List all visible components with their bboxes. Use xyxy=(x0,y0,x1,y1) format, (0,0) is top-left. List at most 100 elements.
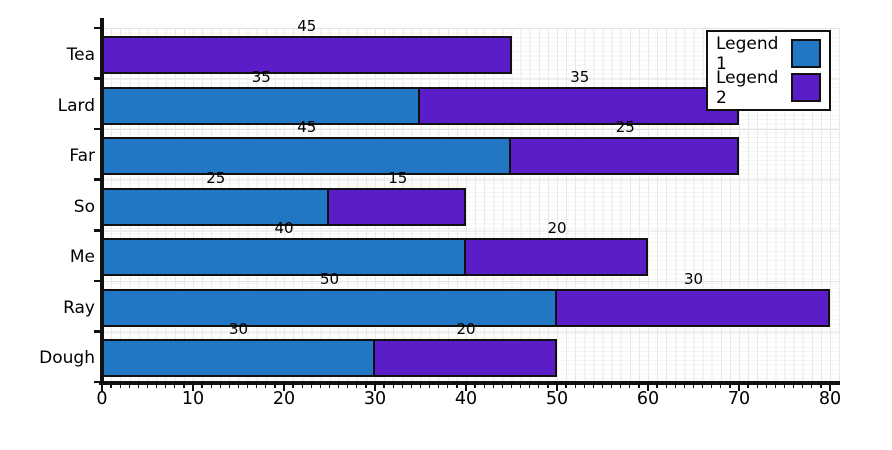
x-axis-minor-tick xyxy=(474,381,476,388)
x-axis-minor-tick xyxy=(146,381,149,388)
x-axis-minor-tick xyxy=(265,381,267,388)
y-axis-category-label-tea: Tea xyxy=(66,45,95,65)
bar-value-label: 40 xyxy=(274,219,294,238)
bar-segment-dough-series-1 xyxy=(102,339,375,378)
legend-item-1: Legend 1 xyxy=(716,34,821,74)
x-axis-minor-tick xyxy=(301,381,303,388)
x-axis-minor-tick xyxy=(656,381,658,388)
x-axis-tick-label: 60 xyxy=(636,389,660,409)
x-axis-tick xyxy=(555,381,559,391)
x-axis-tick xyxy=(191,381,195,391)
x-axis-minor-tick xyxy=(620,381,622,388)
x-axis-tick xyxy=(737,381,741,391)
x-axis-minor-tick xyxy=(237,381,240,388)
x-axis-minor-tick xyxy=(638,381,640,388)
x-axis-minor-tick xyxy=(729,381,731,388)
y-axis-category-label-far: Far xyxy=(69,146,95,167)
bar-segment-tea-series-2 xyxy=(102,36,512,74)
legend-swatch-series-2 xyxy=(791,73,821,102)
y-axis-category-label-ray: Ray xyxy=(63,297,95,318)
x-axis-minor-tick xyxy=(711,381,713,388)
x-axis-minor-tick xyxy=(519,381,522,388)
x-axis-minor-tick xyxy=(565,381,567,388)
x-axis-minor-tick xyxy=(356,381,358,388)
x-axis-minor-tick xyxy=(583,381,585,388)
x-axis-tick xyxy=(464,381,468,391)
x-axis-minor-tick xyxy=(547,381,549,388)
x-axis-minor-tick xyxy=(119,381,121,388)
x-axis-minor-tick xyxy=(292,381,294,388)
x-axis-minor-tick xyxy=(720,381,722,388)
x-axis-tick-label: 20 xyxy=(272,389,296,409)
x-axis-minor-tick xyxy=(246,381,249,388)
bar-value-label: 35 xyxy=(570,67,590,86)
bar-segment-ray-series-2 xyxy=(554,288,830,327)
y-axis-category-label-lard: Lard xyxy=(57,95,95,116)
x-axis-minor-tick xyxy=(492,381,494,388)
x-axis-minor-tick xyxy=(538,381,540,388)
x-axis-minor-tick xyxy=(328,381,331,388)
x-axis-minor-tick xyxy=(811,381,813,388)
x-axis-tick xyxy=(646,381,650,391)
y-axis-tick xyxy=(94,77,101,80)
x-axis-minor-tick xyxy=(410,381,413,388)
x-axis-minor-tick xyxy=(601,381,604,388)
bar-value-label: 25 xyxy=(615,118,635,137)
x-axis-minor-tick xyxy=(447,381,449,388)
x-axis-minor-tick xyxy=(419,381,422,388)
bar-value-label: 30 xyxy=(683,269,704,288)
bar-value-label: 45 xyxy=(297,118,317,137)
y-axis-tick xyxy=(94,229,101,232)
x-axis-minor-tick xyxy=(274,381,276,388)
x-axis-minor-tick xyxy=(820,381,822,388)
x-axis-minor-tick xyxy=(428,381,431,388)
x-axis-minor-tick xyxy=(337,381,340,388)
x-axis-minor-tick xyxy=(128,381,130,388)
x-axis-minor-tick xyxy=(365,381,367,388)
bar-value-label: 15 xyxy=(388,168,408,187)
bar-value-label: 20 xyxy=(547,219,567,238)
x-axis-tick-label: 30 xyxy=(363,389,387,409)
bar-segment-far-series-2 xyxy=(509,137,739,176)
legend-label: Legend 2 xyxy=(716,67,779,108)
x-axis-tick xyxy=(828,381,832,391)
y-axis-tick xyxy=(94,330,101,333)
x-axis-tick-label: 0 xyxy=(96,389,108,409)
x-axis-minor-tick xyxy=(683,381,686,388)
bar-segment-lard-series-1 xyxy=(102,86,421,125)
x-axis-minor-tick xyxy=(183,381,185,388)
x-axis-minor-tick xyxy=(110,381,112,388)
x-axis-minor-tick xyxy=(228,381,231,388)
y-axis-category-label-dough: Dough xyxy=(39,348,95,369)
legend-item-2: Legend 2 xyxy=(716,68,821,108)
bar-segment-me-series-2 xyxy=(463,238,648,277)
y-axis-category-label-me: Me xyxy=(69,247,95,268)
x-axis-minor-tick xyxy=(174,381,176,388)
bar-segment-lard-series-2 xyxy=(418,86,739,125)
x-axis-tick-label: 10 xyxy=(181,389,205,409)
x-axis-minor-tick xyxy=(219,381,221,388)
x-axis-minor-tick xyxy=(792,381,795,388)
x-axis-minor-tick xyxy=(774,381,777,388)
bar-value-label: 35 xyxy=(251,67,271,86)
x-axis-minor-tick xyxy=(692,381,695,388)
legend: Legend 1 Legend 2 xyxy=(706,30,831,111)
y-axis-category-label-so: So xyxy=(73,196,95,217)
x-axis-minor-tick xyxy=(529,381,531,388)
x-axis-minor-tick xyxy=(310,381,312,388)
y-axis-tick xyxy=(94,127,101,131)
x-axis-minor-tick xyxy=(256,381,258,388)
x-axis-minor-tick xyxy=(629,381,631,388)
x-axis-minor-tick xyxy=(783,381,786,388)
x-axis-minor-tick xyxy=(665,381,667,388)
x-axis-minor-tick xyxy=(610,381,613,388)
x-axis-minor-tick xyxy=(383,381,385,388)
x-axis-minor-tick xyxy=(201,381,203,388)
bar-segment-ray-series-1 xyxy=(102,288,557,327)
y-axis-tick xyxy=(94,380,101,384)
x-axis-minor-tick xyxy=(756,381,758,388)
x-axis-minor-tick xyxy=(392,381,394,388)
x-axis-minor-tick xyxy=(501,381,504,388)
x-axis-minor-tick xyxy=(483,381,485,388)
